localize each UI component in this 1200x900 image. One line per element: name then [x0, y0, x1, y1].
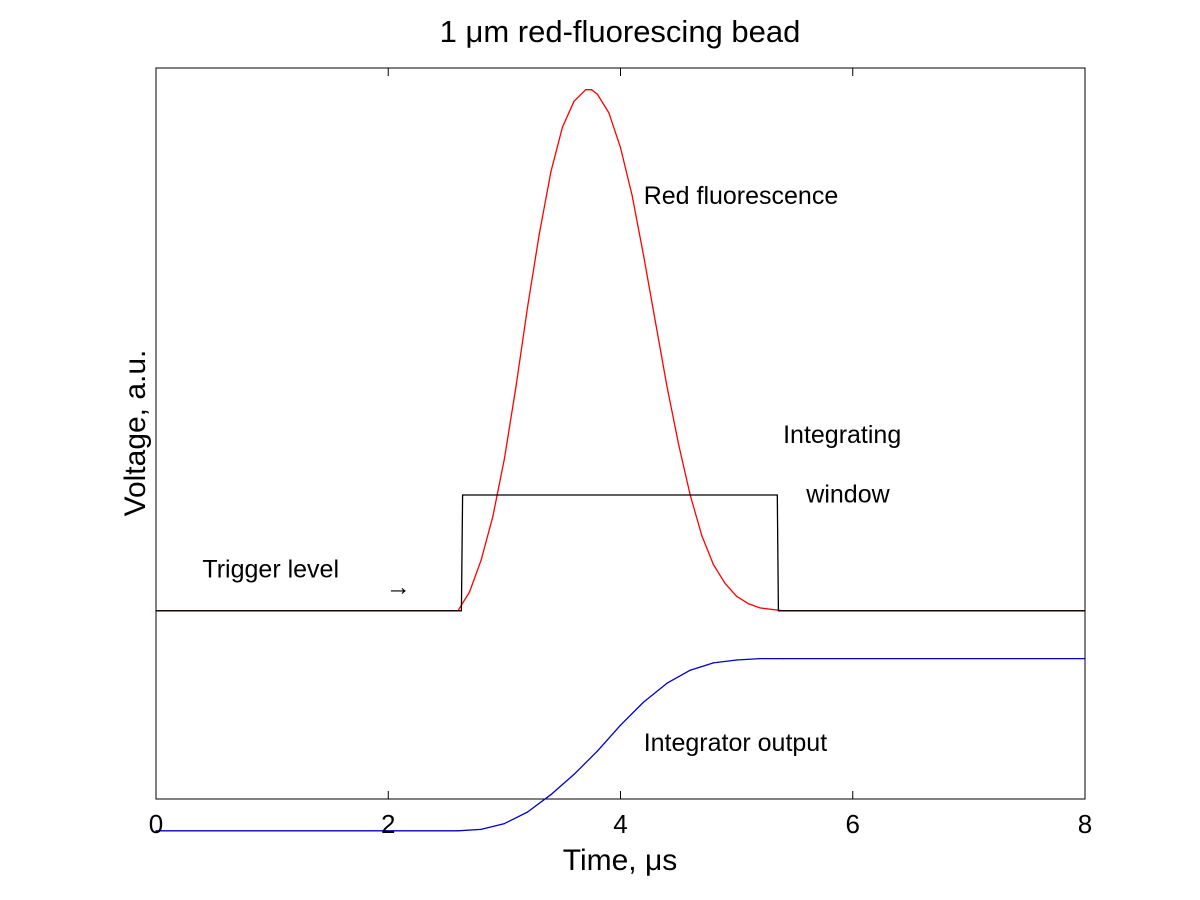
data-point-integrator-output	[643, 701, 645, 703]
data-point-red-fluorescence	[712, 563, 715, 566]
data-point-integrator-output	[527, 811, 529, 813]
data-point-red-fluorescence	[527, 306, 529, 308]
data-point-red-fluorescence	[492, 516, 494, 518]
x-axis-ticks: 0 2 4 6 8	[149, 68, 1092, 839]
data-point-integrating-window	[776, 494, 778, 496]
data-point-red-fluorescence	[724, 582, 726, 584]
x-tick-label: 8	[1078, 809, 1092, 839]
data-point-integrator-output	[573, 773, 575, 776]
data-point-red-fluorescence	[573, 100, 575, 102]
annotation-layer: Red fluorescence Integrating window Trigger…	[202, 182, 901, 757]
data-point-red-fluorescence	[480, 559, 482, 561]
data-point-red-fluorescence	[654, 320, 656, 322]
data-point-red-fluorescence	[515, 385, 517, 388]
data-point-red-fluorescence	[770, 608, 773, 611]
annotation-trigger-level: Trigger level	[202, 556, 339, 584]
data-point-red-fluorescence	[736, 595, 738, 597]
series-integrating-window	[155, 494, 1086, 612]
series-line-integrating-window	[156, 494, 1085, 612]
data-point-integrating-window	[777, 610, 780, 612]
data-point-integrator-output	[712, 662, 715, 664]
data-point-red-fluorescence	[619, 147, 622, 149]
data-point-red-fluorescence	[468, 591, 471, 593]
data-point-red-fluorescence	[550, 171, 552, 173]
series-layer	[155, 89, 1086, 832]
x-tick-label: 6	[846, 809, 860, 839]
annotation-red-fluorescence: Red fluorescence	[644, 182, 839, 210]
x-tick-label: 2	[381, 809, 395, 839]
annotation-window: window	[805, 480, 890, 508]
data-point-integrator-output	[1084, 658, 1086, 660]
data-point-integrator-output	[550, 794, 552, 796]
data-point-red-fluorescence	[747, 603, 749, 605]
chart-title: 1 μm red-fluorescing bead	[440, 14, 801, 49]
data-point-integrating-window	[460, 610, 462, 612]
data-point-integrating-window	[462, 494, 464, 496]
data-point-red-fluorescence	[590, 89, 593, 91]
data-point-integrator-output	[457, 830, 459, 832]
data-point-red-fluorescence	[608, 112, 610, 114]
y-axis-label: Voltage, a.u.	[119, 350, 152, 517]
data-point-integrator-output	[782, 658, 784, 660]
data-point-red-fluorescence	[503, 458, 505, 460]
data-point-integrator-output	[689, 669, 691, 671]
data-point-red-fluorescence	[561, 126, 564, 128]
data-point-red-fluorescence	[666, 385, 668, 388]
annotation-integrating: Integrating	[783, 421, 901, 449]
x-tick-label: 4	[613, 809, 627, 839]
data-point-integrator-output	[480, 828, 482, 831]
data-point-integrator-output	[736, 659, 738, 661]
data-point-red-fluorescence	[538, 233, 540, 236]
data-point-integrator-output	[596, 750, 598, 752]
trigger-arrow: →	[386, 573, 411, 601]
series-integrator-output	[155, 657, 1086, 832]
data-point-integrating-window	[155, 610, 157, 612]
x-tick-label: 0	[149, 809, 163, 839]
data-point-integrator-output	[666, 682, 668, 684]
data-point-red-fluorescence	[643, 255, 645, 257]
plot-frame	[155, 67, 1086, 800]
annotation-integrator-output: Integrator output	[644, 729, 828, 757]
data-point-integrator-output	[759, 658, 761, 660]
data-point-integrator-output	[155, 830, 157, 832]
data-point-integrator-output	[503, 823, 505, 825]
data-point-red-fluorescence	[631, 194, 633, 196]
data-point-red-fluorescence	[759, 607, 761, 609]
data-point-integrator-output	[619, 724, 622, 726]
data-point-red-fluorescence	[585, 89, 587, 91]
x-axis-label: Time, μs	[563, 844, 678, 877]
data-point-red-fluorescence	[596, 93, 598, 95]
data-point-red-fluorescence	[678, 443, 680, 445]
data-point-integrating-window	[1084, 610, 1086, 612]
data-point-red-fluorescence	[701, 535, 703, 537]
